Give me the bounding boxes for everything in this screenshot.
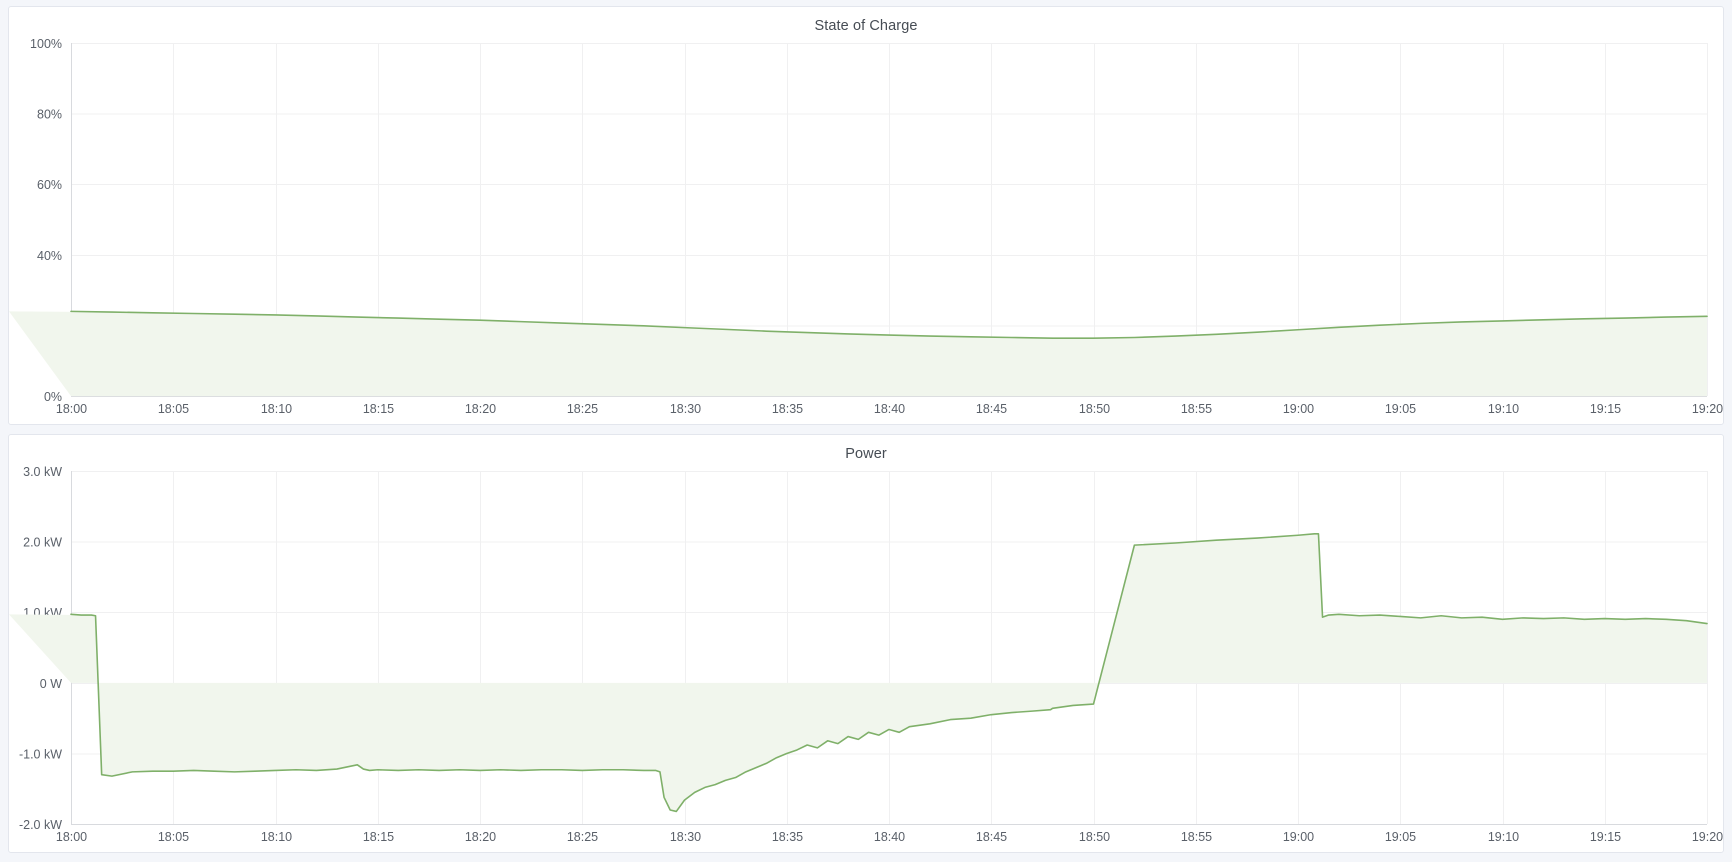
chart-state-of-charge[interactable]: 0%20%40%60%80%100%18:0018:0518:1018:1518… [9,37,1723,422]
x-axis-tick-label: 19:05 [1385,402,1416,416]
x-axis-tick-label: 18:20 [465,402,496,416]
x-axis-tick-label: 19:15 [1590,830,1621,844]
y-axis-tick-label: 0 W [40,677,62,691]
x-axis-tick-label: 19:00 [1283,830,1314,844]
x-axis-tick-label: 18:40 [874,402,905,416]
y-axis-tick-label: 0% [44,390,62,404]
x-axis-tick-label: 19:20 [1692,402,1723,416]
panel-title-power: Power [845,446,887,462]
x-axis-tick-label: 18:00 [56,402,87,416]
x-axis-tick-label: 19:15 [1590,402,1621,416]
y-axis-tick-label: 80% [37,108,62,122]
x-axis-tick-label: 18:55 [1181,402,1212,416]
x-axis-tick-label: 18:10 [261,830,292,844]
series-area-state-of-charge [9,311,1707,397]
y-axis-tick-label: 40% [37,249,62,263]
y-axis-tick-label: -2.0 kW [19,818,62,832]
x-axis-tick-label: 18:15 [363,402,394,416]
x-axis-tick-label: 18:15 [363,830,394,844]
x-axis-tick-label: 18:25 [567,402,598,416]
panel-power[interactable]: Power -2.0 kW -1.0 kW 0 W 1.0 kW 2.0 kW 3.0 k… [8,434,1724,853]
series-area-power [9,533,1707,812]
panel-title-state-of-charge: State of Charge [814,18,918,34]
x-axis-tick-label: 18:05 [158,402,189,416]
x-axis-tick-label: 19:05 [1385,830,1416,844]
y-axis-tick-label: 100% [30,37,62,51]
panel-state-of-charge[interactable]: State of Charge 0%20%40%60%80%100%18:001… [8,6,1724,425]
x-axis-tick-label: 18:55 [1181,830,1212,844]
y-axis-tick-label: 2.0 kW [23,536,62,550]
plot-area-power[interactable]: -2.0 kW -1.0 kW 0 W 1.0 kW 2.0 kW 3.0 kW 18:00… [9,465,1723,850]
y-axis-tick-label: 3.0 kW [23,465,62,479]
x-axis-tick-label: 18:30 [670,402,701,416]
x-axis-tick-label: 18:00 [56,830,87,844]
x-axis-tick-label: 18:25 [567,830,598,844]
x-axis-tick-label: 18:20 [465,830,496,844]
x-axis-tick-label: 18:30 [670,830,701,844]
series-line-power[interactable] [70,533,1708,813]
x-axis-tick-label: 18:35 [772,402,803,416]
y-axis-tick-label: -1.0 kW [19,748,62,762]
x-axis-tick-label: 18:10 [261,402,292,416]
x-axis-tick-label: 18:50 [1079,830,1110,844]
x-axis-tick-label: 19:10 [1488,830,1519,844]
x-axis-tick-label: 19:00 [1283,402,1314,416]
x-axis-tick-label: 19:10 [1488,402,1519,416]
y-axis-tick-label: 60% [37,178,62,192]
x-axis-tick-label: 18:05 [158,830,189,844]
x-axis-tick-label: 18:35 [772,830,803,844]
plot-area-state-of-charge[interactable]: 0%20%40%60%80%100%18:0018:0518:1018:1518… [9,37,1723,422]
x-axis-tick-label: 18:50 [1079,402,1110,416]
x-axis-tick-label: 18:45 [976,830,1007,844]
chart-power[interactable]: -2.0 kW-1.0 kW0 W1.0 kW2.0 kW3.0 kW18:00… [9,465,1723,850]
series-line-state-of-charge[interactable] [70,310,1708,340]
x-axis-tick-label: 18:45 [976,402,1007,416]
x-axis-tick-label: 19:20 [1692,830,1723,844]
x-axis-tick-label: 18:40 [874,830,905,844]
